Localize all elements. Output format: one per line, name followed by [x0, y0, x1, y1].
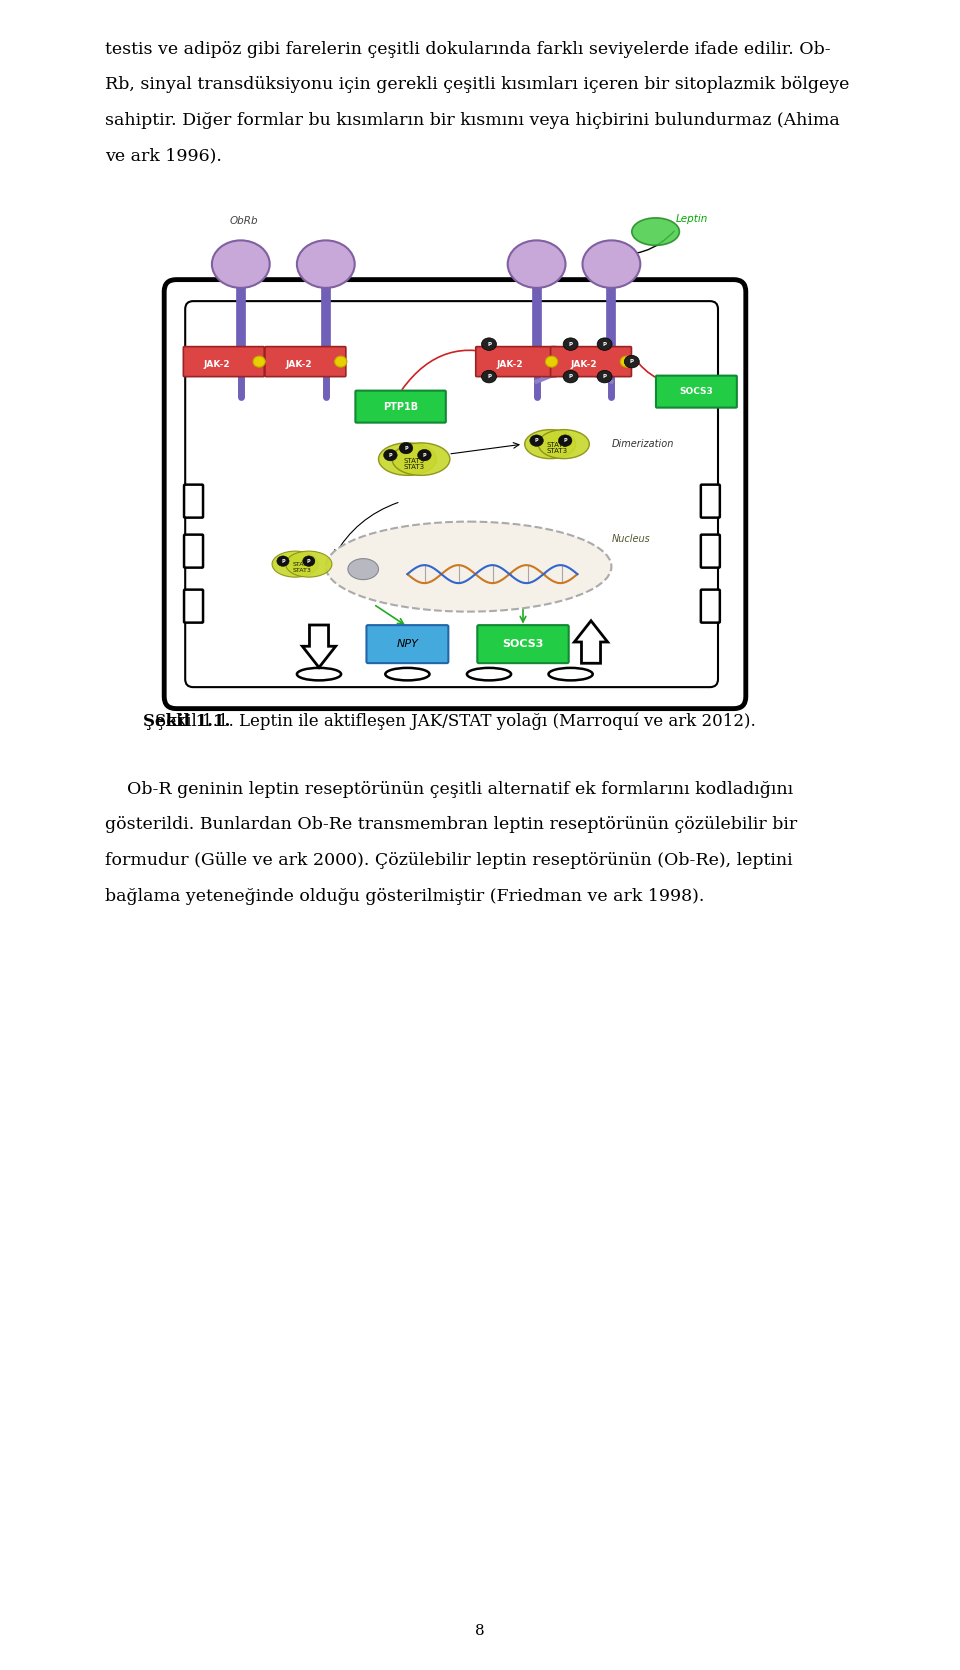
FancyBboxPatch shape: [701, 590, 720, 623]
FancyBboxPatch shape: [265, 347, 346, 377]
Ellipse shape: [378, 443, 436, 476]
Ellipse shape: [302, 556, 315, 566]
Text: ObRb: ObRb: [229, 215, 258, 225]
Text: Transcription: Transcription: [436, 544, 494, 554]
Text: Nucleus: Nucleus: [612, 534, 650, 544]
Text: P: P: [568, 342, 572, 347]
Ellipse shape: [564, 371, 578, 382]
FancyBboxPatch shape: [355, 391, 445, 423]
FancyBboxPatch shape: [701, 534, 720, 568]
Text: Şekil 1.1.: Şekil 1.1.: [143, 713, 230, 730]
Ellipse shape: [508, 240, 565, 287]
Ellipse shape: [384, 449, 397, 461]
Text: Rb, sinyal transdüksiyonu için gerekli çeşitli kısımları içeren bir sitoplazmik : Rb, sinyal transdüksiyonu için gerekli ç…: [105, 77, 850, 94]
FancyBboxPatch shape: [184, 534, 204, 568]
FancyBboxPatch shape: [656, 376, 737, 407]
Ellipse shape: [530, 434, 543, 446]
Text: P: P: [535, 438, 539, 443]
Ellipse shape: [583, 240, 640, 287]
Text: STAT3
STAT3: STAT3 STAT3: [293, 563, 311, 573]
Ellipse shape: [297, 240, 354, 287]
Ellipse shape: [276, 556, 289, 566]
Text: formudur (Gülle ve ark 2000). Çözülebilir leptin reseptörünün (Ob-Re), leptini: formudur (Gülle ve ark 2000). Çözülebili…: [105, 852, 793, 868]
Ellipse shape: [559, 434, 572, 446]
Ellipse shape: [348, 559, 378, 579]
Text: P: P: [404, 446, 408, 451]
Ellipse shape: [482, 371, 496, 382]
Text: SOCS3: SOCS3: [680, 387, 713, 396]
Text: SOCS3: SOCS3: [502, 640, 543, 650]
Text: PTP1B: PTP1B: [383, 401, 419, 411]
Ellipse shape: [624, 356, 639, 367]
Polygon shape: [302, 625, 336, 668]
Text: P: P: [307, 559, 311, 564]
Text: STAT3
STAT3: STAT3 STAT3: [546, 443, 567, 454]
FancyBboxPatch shape: [164, 279, 746, 708]
Text: P: P: [603, 342, 607, 347]
Text: P: P: [487, 342, 491, 347]
Text: Şekil 1.1. Leptin ile aktifleşen JAK/STAT yolağı (Marroquí ve ark 2012).: Şekil 1.1. Leptin ile aktifleşen JAK/STA…: [155, 713, 756, 730]
Text: 8: 8: [475, 1623, 485, 1638]
Text: bağlama yeteneğinde olduğu gösterilmiştir (Friedman ve ark 1998).: bağlama yeteneğinde olduğu gösterilmişti…: [105, 887, 705, 905]
FancyBboxPatch shape: [184, 484, 204, 518]
Ellipse shape: [272, 551, 319, 578]
Text: Dimerization: Dimerization: [612, 439, 674, 449]
Text: JAK-2: JAK-2: [571, 359, 597, 369]
Ellipse shape: [632, 217, 680, 245]
Text: Ob-R geninin leptin reseptörünün çeşitli alternatif ek formlarını kodladığını: Ob-R geninin leptin reseptörünün çeşitli…: [105, 782, 793, 798]
Text: P: P: [487, 374, 491, 379]
Text: P: P: [603, 374, 607, 379]
Ellipse shape: [525, 429, 576, 459]
Ellipse shape: [564, 337, 578, 351]
FancyBboxPatch shape: [184, 590, 204, 623]
FancyBboxPatch shape: [476, 347, 557, 377]
Ellipse shape: [399, 443, 413, 454]
Ellipse shape: [325, 521, 612, 611]
Ellipse shape: [545, 356, 558, 367]
Ellipse shape: [392, 443, 450, 476]
Ellipse shape: [597, 337, 612, 351]
Text: JAK-2: JAK-2: [496, 359, 522, 369]
Ellipse shape: [335, 356, 347, 367]
Text: P: P: [281, 559, 285, 564]
FancyBboxPatch shape: [477, 625, 568, 663]
Text: P: P: [568, 374, 572, 379]
Text: JAK-2: JAK-2: [285, 359, 312, 369]
Text: STAT3
STAT3: STAT3 STAT3: [403, 458, 424, 471]
Ellipse shape: [620, 356, 633, 367]
Text: sahiptir. Diğer formlar bu kısımların bir kısmını veya hiçbirini bulundurmaz (Ah: sahiptir. Diğer formlar bu kısımların bi…: [105, 112, 840, 129]
Text: JAK-2: JAK-2: [204, 359, 230, 369]
Text: P: P: [389, 453, 393, 458]
FancyBboxPatch shape: [367, 625, 448, 663]
Polygon shape: [574, 621, 608, 663]
Text: P: P: [422, 453, 426, 458]
Ellipse shape: [253, 356, 265, 367]
Text: ve ark 1996).: ve ark 1996).: [105, 147, 222, 164]
Ellipse shape: [212, 240, 270, 287]
Ellipse shape: [597, 371, 612, 382]
Ellipse shape: [482, 337, 496, 351]
Text: P: P: [564, 438, 567, 443]
Text: gösterildi. Bunlardan Ob-Re transmembran leptin reseptörünün çözülebilir bir: gösterildi. Bunlardan Ob-Re transmembran…: [105, 817, 797, 833]
FancyBboxPatch shape: [701, 484, 720, 518]
Ellipse shape: [418, 449, 431, 461]
Text: NPY: NPY: [396, 640, 419, 650]
FancyBboxPatch shape: [551, 347, 632, 377]
Text: testis ve adipöz gibi farelerin çeşitli dokularında farklı seviyelerde ifade edi: testis ve adipöz gibi farelerin çeşitli …: [105, 40, 830, 57]
Text: Leptin: Leptin: [676, 214, 708, 224]
Ellipse shape: [539, 429, 589, 459]
Text: P: P: [630, 359, 634, 364]
Ellipse shape: [286, 551, 332, 578]
FancyBboxPatch shape: [183, 347, 264, 377]
